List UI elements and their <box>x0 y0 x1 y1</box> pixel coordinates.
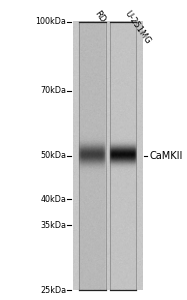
Text: U-251MG: U-251MG <box>123 9 152 46</box>
Text: 35kDa: 35kDa <box>40 220 66 230</box>
Text: RD: RD <box>93 9 107 24</box>
Text: 25kDa: 25kDa <box>40 286 66 295</box>
Text: 50kDa: 50kDa <box>40 152 66 160</box>
Text: CaMKII: CaMKII <box>149 151 183 161</box>
Text: 100kDa: 100kDa <box>35 17 66 26</box>
Text: 40kDa: 40kDa <box>40 195 66 204</box>
Text: 70kDa: 70kDa <box>40 86 66 95</box>
